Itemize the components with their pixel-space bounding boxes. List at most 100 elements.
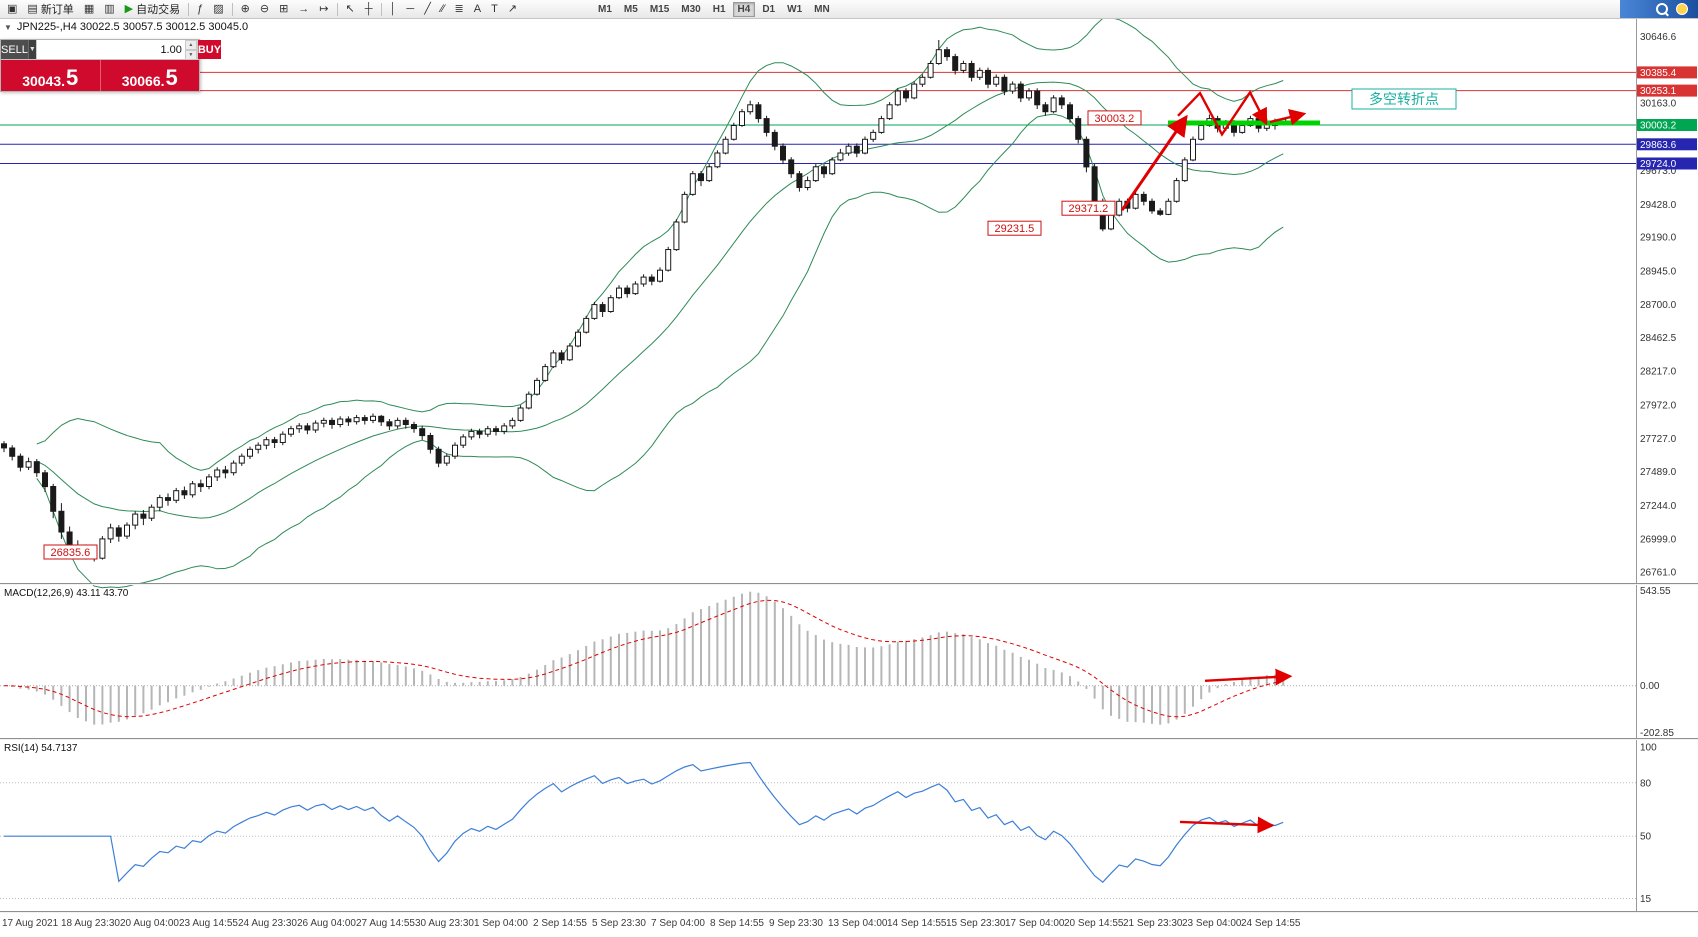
tile-windows-icon: ⊞ [279, 3, 289, 15]
tile-windows-button[interactable]: ⊞ [275, 1, 292, 17]
fibonacci-button[interactable]: ≣ [451, 1, 468, 17]
price-chart[interactable]: 30003.2 29371.2 29231.5 26835.6 多空转折点 30646.6… [0, 18, 1698, 937]
auto-scroll-button[interactable]: → [294, 1, 313, 17]
timeframe-mn[interactable]: MN [809, 2, 835, 17]
svg-text:1 Sep 04:00: 1 Sep 04:00 [474, 918, 528, 929]
svg-text:多空转折点: 多空转折点 [1369, 91, 1439, 107]
zoom-in-button[interactable]: ⊕ [237, 1, 254, 17]
svg-text:30003.2: 30003.2 [1095, 113, 1135, 125]
bid-price[interactable]: 30043. 5 [1, 60, 101, 91]
timeframe-m30[interactable]: M30 [676, 2, 705, 17]
zoom-out-button[interactable]: ⊖ [256, 1, 273, 17]
svg-text:24 Sep 14:55: 24 Sep 14:55 [1241, 918, 1301, 929]
volume-down-button[interactable]: ▼ [184, 50, 197, 60]
svg-text:29863.6: 29863.6 [1640, 140, 1677, 151]
timeframe-m15[interactable]: M15 [645, 2, 674, 17]
svg-text:27489.0: 27489.0 [1640, 467, 1677, 478]
templates-button[interactable]: ▨ [209, 1, 227, 17]
new-order-button[interactable]: ▤ 新订单 [23, 1, 77, 17]
svg-text:15 Sep 23:30: 15 Sep 23:30 [946, 918, 1006, 929]
timeframe-h4[interactable]: H4 [732, 1, 756, 17]
cursor-button[interactable]: ↖ [342, 1, 359, 17]
volume-up-button[interactable]: ▲ [184, 40, 197, 50]
chart-windows-button[interactable]: ▦ [80, 1, 98, 17]
ask-price[interactable]: 30066. 5 [100, 60, 199, 91]
svg-text:29231.5: 29231.5 [995, 223, 1035, 235]
fibonacci-icon: ≣ [454, 3, 464, 15]
text-icon: A [473, 3, 482, 15]
svg-text:20 Sep 14:55: 20 Sep 14:55 [1064, 918, 1124, 929]
svg-text:20 Aug 04:00: 20 Aug 04:00 [120, 918, 179, 929]
equidistant-channel-icon: ∕∕ [440, 3, 445, 15]
volume-spinner: ▲ ▼ [184, 40, 197, 60]
timeframe-d1[interactable]: D1 [757, 2, 780, 17]
search-strip [1620, 0, 1698, 18]
svg-text:28700.0: 28700.0 [1640, 300, 1677, 311]
crosshair-icon: ┼ [364, 3, 373, 15]
new-order-label: 新订单 [40, 4, 74, 16]
svg-text:15: 15 [1640, 894, 1652, 905]
community-icon[interactable] [1676, 3, 1688, 15]
timeframe-m1[interactable]: M1 [593, 2, 617, 17]
autotrading-icon: ▶ [124, 3, 134, 15]
one-click-collapse-icon[interactable]: ▼ [4, 22, 12, 32]
bid-main-digits: 30043. [22, 73, 66, 89]
svg-text:30163.0: 30163.0 [1640, 99, 1677, 110]
text-button[interactable]: A [470, 1, 485, 17]
indicators-button[interactable]: ƒ [193, 1, 207, 17]
chart-shift-button[interactable]: ↦ [315, 1, 332, 17]
svg-text:23 Aug 14:55: 23 Aug 14:55 [179, 918, 238, 929]
timeframe-switcher: M1 M5 M15 M30 H1 H4 D1 W1 MN [592, 1, 836, 17]
svg-text:13 Sep 04:00: 13 Sep 04:00 [828, 918, 888, 929]
new-chart-button[interactable]: ▣ [3, 1, 21, 17]
svg-text:-202.85: -202.85 [1640, 728, 1674, 739]
arrows-tool-button[interactable]: ↗ [504, 1, 521, 17]
zoom-in-icon: ⊕ [240, 3, 250, 15]
templates-icon: ▨ [213, 3, 224, 15]
svg-text:29190.0: 29190.0 [1640, 233, 1677, 244]
horizontal-line-icon: ─ [406, 3, 415, 15]
svg-text:30003.2: 30003.2 [1640, 121, 1677, 132]
svg-text:30 Aug 23:30: 30 Aug 23:30 [415, 918, 474, 929]
trendline-button[interactable]: ╱ [420, 1, 435, 17]
profiles-button[interactable]: ▥ [100, 1, 118, 17]
cursor-icon: ↖ [345, 3, 355, 15]
main-price-pane: 30003.2 29371.2 29231.5 26835.6 多空转折点 [0, 18, 1636, 589]
svg-text:100: 100 [1640, 743, 1657, 754]
rsi-pane: RSI(14) 54.7137 100 80 50 15 [0, 743, 1657, 905]
sell-button[interactable]: SELL [1, 40, 28, 59]
equidistant-channel-button[interactable]: ∕∕ [437, 1, 449, 17]
sell-caret-icon[interactable]: ▼ [27, 40, 36, 59]
svg-text:7 Sep 04:00: 7 Sep 04:00 [651, 918, 705, 929]
zoom-out-icon: ⊖ [259, 3, 270, 15]
svg-text:27972.0: 27972.0 [1640, 400, 1677, 411]
autotrading-button[interactable]: ▶ 自动交易 [121, 1, 184, 17]
svg-text:28945.0: 28945.0 [1640, 266, 1677, 277]
toolbar-separator [188, 2, 190, 16]
autotrading-label: 自动交易 [136, 4, 181, 16]
text-label-icon: T [491, 3, 498, 15]
search-icon[interactable] [1656, 3, 1668, 15]
crosshair-button[interactable]: ┼ [361, 1, 377, 17]
svg-text:17 Sep 04:00: 17 Sep 04:00 [1005, 918, 1065, 929]
timeframe-m5[interactable]: M5 [619, 2, 643, 17]
buy-button[interactable]: BUY [197, 40, 222, 59]
timeframe-w1[interactable]: W1 [782, 2, 807, 17]
new-order-icon: ▤ [27, 3, 38, 15]
svg-text:MACD(12,26,9) 43.11 43.70: MACD(12,26,9) 43.11 43.70 [4, 588, 129, 599]
svg-text:27727.0: 27727.0 [1640, 434, 1677, 445]
timeframe-h1[interactable]: H1 [708, 2, 731, 17]
text-label-button[interactable]: T [487, 1, 502, 17]
auto-scroll-icon: → [298, 3, 310, 15]
svg-text:543.55: 543.55 [1640, 586, 1671, 597]
svg-text:9 Sep 23:30: 9 Sep 23:30 [769, 918, 823, 929]
arrows-tool-icon: ↗ [507, 3, 518, 15]
svg-text:28217.0: 28217.0 [1640, 367, 1677, 378]
volume-input[interactable] [36, 40, 185, 59]
svg-text:80: 80 [1640, 778, 1652, 789]
ohlc-readout: JPN225-,H4 30022.5 30057.5 30012.5 30045… [16, 21, 249, 33]
vertical-line-icon: │ [389, 3, 397, 15]
svg-text:29673.0: 29673.0 [1640, 166, 1677, 177]
vertical-line-button[interactable]: │ [386, 1, 401, 17]
horizontal-line-button[interactable]: ─ [402, 1, 418, 17]
